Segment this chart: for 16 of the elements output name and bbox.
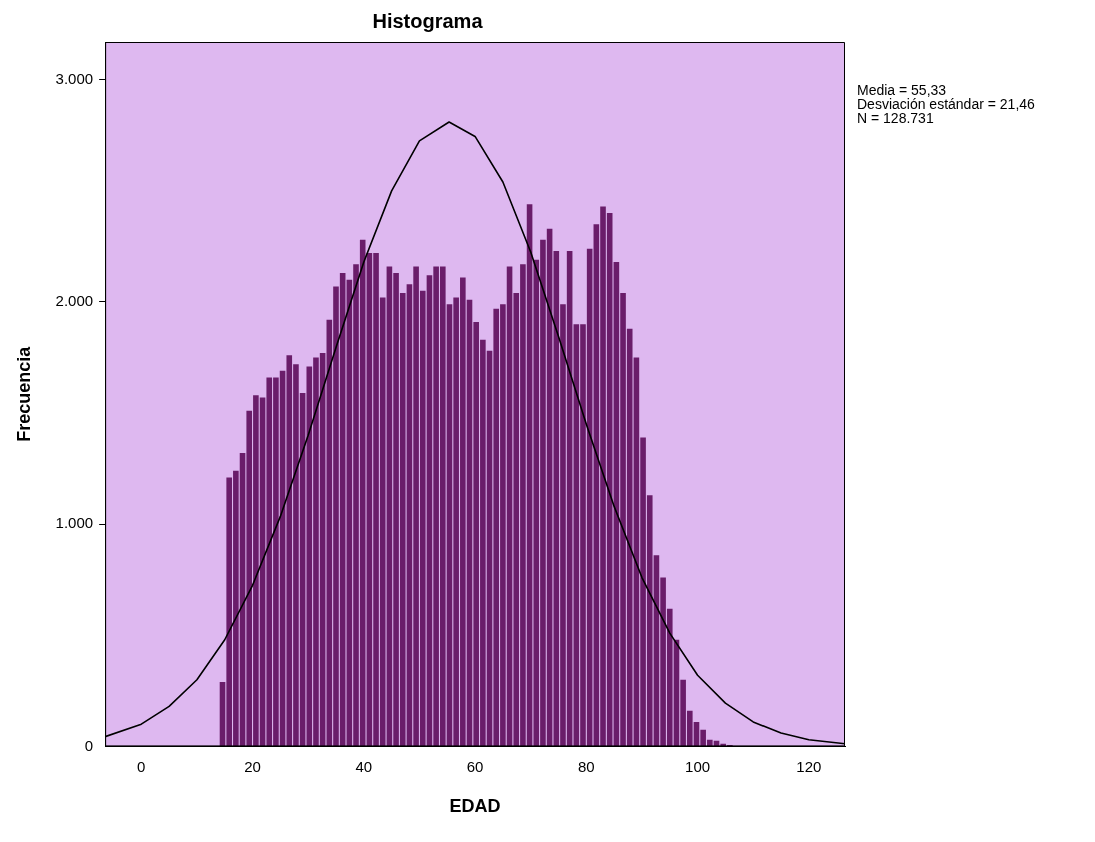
- x-tick-label: 0: [137, 757, 146, 775]
- y-tick-label: 2.000: [55, 292, 94, 310]
- x-axis-title: EDAD: [449, 796, 501, 817]
- text: N = 128.731: [857, 109, 934, 126]
- x-tick-label: 120: [796, 757, 822, 775]
- text: Media = 55,33: [857, 81, 947, 98]
- x-tick-label: 100: [685, 757, 711, 775]
- x-tick-label: 20: [244, 757, 261, 775]
- x-tick-label: 60: [466, 757, 484, 775]
- y-tick-label: 1.000: [55, 514, 94, 532]
- y-tick-label: 3.000: [55, 69, 94, 87]
- y-axis-title: Frecuencia: [13, 345, 34, 442]
- x-tick-label: 40: [355, 757, 373, 775]
- chart-title: Histograma: [372, 9, 484, 32]
- x-tick-label: 80: [577, 757, 595, 775]
- y-tick-label: 0: [84, 736, 94, 754]
